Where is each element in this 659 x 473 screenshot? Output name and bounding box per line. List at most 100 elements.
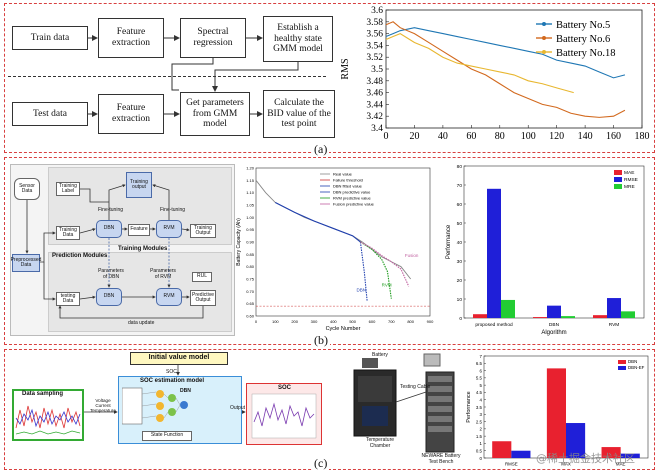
dbn-ef-y-tick-label: 2 [480, 427, 483, 432]
training-output-node: Training output [126, 172, 152, 198]
rms-x-tick-label: 80 [495, 131, 505, 142]
algorithm-legend-swatch [614, 177, 622, 182]
rms-x-tick-label: 0 [384, 131, 389, 142]
rms-chart-legend: Battery No.5 Battery No.6 Battery No.18 [536, 20, 616, 59]
capacity-x-tick-label: 800 [407, 319, 414, 324]
initial-value-model-box: Initial value model [130, 352, 228, 365]
dbn-network-graphic [122, 387, 188, 425]
capacity-legend-label: RVM predictive value [333, 196, 371, 201]
get-parameters-box: Get parameters from GMM model [180, 92, 250, 136]
rvm-node-train: RVM [156, 220, 182, 238]
training-modules-label: Training Modules [118, 246, 168, 252]
rms-y-tick-label: 3.6 [371, 6, 383, 16]
algorithm-x-tick-label: proposed method [475, 322, 513, 328]
dbn-ef-y-tick-label: 1 [480, 441, 483, 446]
dbn-ef-y-tick-label: 4 [480, 398, 483, 403]
dbn-label-c: DBN [180, 388, 191, 394]
algorithm-legend-label: MAE [624, 170, 634, 176]
algorithm-y-tick-label: 40 [457, 240, 463, 246]
prediction-modules-label: Prediction Modules [52, 253, 108, 259]
dbn-ef-y-tick-label: 6 [480, 368, 483, 373]
capacity-annotation: DBN [357, 287, 367, 292]
predictive-output-node: Predictive Output [190, 290, 216, 306]
spectral-regression-box: Spectral regression [180, 18, 246, 58]
algorithm-bar [621, 311, 635, 318]
capacity-y-tick-label: 0.90 [246, 240, 255, 245]
capacity-legend-label: DBN fitted value [333, 184, 363, 189]
rms-y-axis-label: RMS [340, 58, 351, 79]
rms-y-tick-label: 3.4 [371, 124, 383, 134]
data-update-label: data update [128, 320, 155, 326]
algorithm-y-tick-label: 50 [457, 221, 463, 227]
algorithm-x-tick-label: RVM [609, 322, 620, 328]
capacity-prediction-chart: 0 100 200 300 400 500 600 700 800 900 0.60 0.65 0.70… [236, 166, 434, 333]
dbn-ef-x-tick-label: RMSE [505, 461, 518, 466]
battery-label: Battery [372, 352, 388, 358]
rms-x-tick-label: 160 [606, 131, 621, 142]
capacity-legend-label: Real value [333, 172, 353, 177]
dbn-ef-y-tick-label: 4.5 [476, 390, 483, 395]
algorithm-bar [593, 315, 607, 318]
rms-legend-marker [542, 50, 546, 54]
fine-tuning-label-1: Fine-tuning [98, 207, 124, 213]
params-rvm-label: Parameters of RVM [150, 268, 176, 280]
soc-init-label: SOC [166, 369, 177, 375]
capacity-annotation: Fusion [405, 253, 419, 258]
params-dbn-label: Parameters of DBN [98, 268, 124, 280]
training-data-node: Training Data [56, 226, 80, 240]
capacity-plot-frame [255, 167, 431, 317]
rms-series-line [385, 21, 626, 118]
algorithm-bar [487, 188, 501, 318]
algorithm-y-tick-label: 60 [457, 202, 463, 208]
rms-x-tick-label: 120 [549, 131, 564, 142]
watermark-text: @稀土掘金技术社区 [536, 452, 635, 465]
rms-y-tick-label: 3.58 [366, 18, 383, 28]
dbn-node-predict: DBN [96, 288, 122, 306]
dbn-ef-chart-bars [492, 368, 640, 458]
panel-a-label: (a) [312, 142, 330, 157]
dbn-ef-bar [601, 447, 621, 458]
dbn-ef-bar [546, 368, 566, 458]
rvm-node-predict: RVM [156, 288, 182, 306]
soc-estimation-model-title: SOC estimation model [140, 378, 205, 384]
output-label: Output [230, 405, 246, 411]
establish-gmm-box: Establish a healthy state GMM model [263, 16, 333, 62]
rms-y-tick-label: 3.5 [371, 65, 383, 75]
dbn-ef-y-axis-label: Performance [466, 391, 472, 423]
dbn-ef-bar [566, 423, 586, 458]
capacity-chart-series [255, 180, 412, 302]
panel-c-label: (c) [312, 456, 330, 471]
capacity-series-line [360, 241, 392, 299]
rms-y-tick-label: 3.42 [366, 112, 383, 122]
algorithm-bar [533, 317, 547, 318]
soc-signal-plot [251, 393, 317, 439]
capacity-y-axis-label: Battery Capacity (Ah) [236, 218, 242, 266]
data-sampling-title: Data sampling [22, 391, 64, 397]
dbn-ef-bar [620, 453, 640, 458]
dbn-ef-y-tick-label: 0.5 [476, 449, 483, 454]
rms-x-tick-label: 140 [578, 131, 593, 142]
capacity-chart-axes: 0 100 200 300 400 500 600 700 800 900 0.60 0.65 0.70… [236, 166, 434, 333]
algorithm-legend-label: RMSE [624, 177, 638, 183]
algorithm-bar [473, 314, 487, 318]
dbn-ef-y-tick-label: 3 [480, 412, 483, 417]
panel-a-divider [8, 76, 326, 77]
test-data-box: Test data [12, 102, 88, 126]
feature-extraction-box-1: Feature extraction [98, 18, 164, 58]
dbn-ef-y-tick-label: 0 [480, 456, 483, 461]
dbn-ef-y-tick-label: 6.5 [476, 361, 483, 366]
rms-x-tick-label: 180 [635, 131, 650, 142]
soc-plot-title: SOC [278, 385, 292, 391]
dbn-ef-y-tick-label: 1.5 [476, 434, 483, 439]
dbn-ef-x-tick-label: MAX [561, 461, 571, 466]
sensor-data-node: Sensor Data [14, 178, 40, 200]
dbn-ef-legend-swatch [618, 366, 626, 370]
testing-cable-label: Testing Cable [400, 384, 431, 390]
dbn-ef-legend-label: DBN [628, 359, 637, 364]
capacity-x-tick-label: 600 [369, 319, 376, 324]
algorithm-legend-swatch [614, 170, 622, 175]
dbn-ef-y-tick-label: 3.5 [476, 405, 483, 410]
